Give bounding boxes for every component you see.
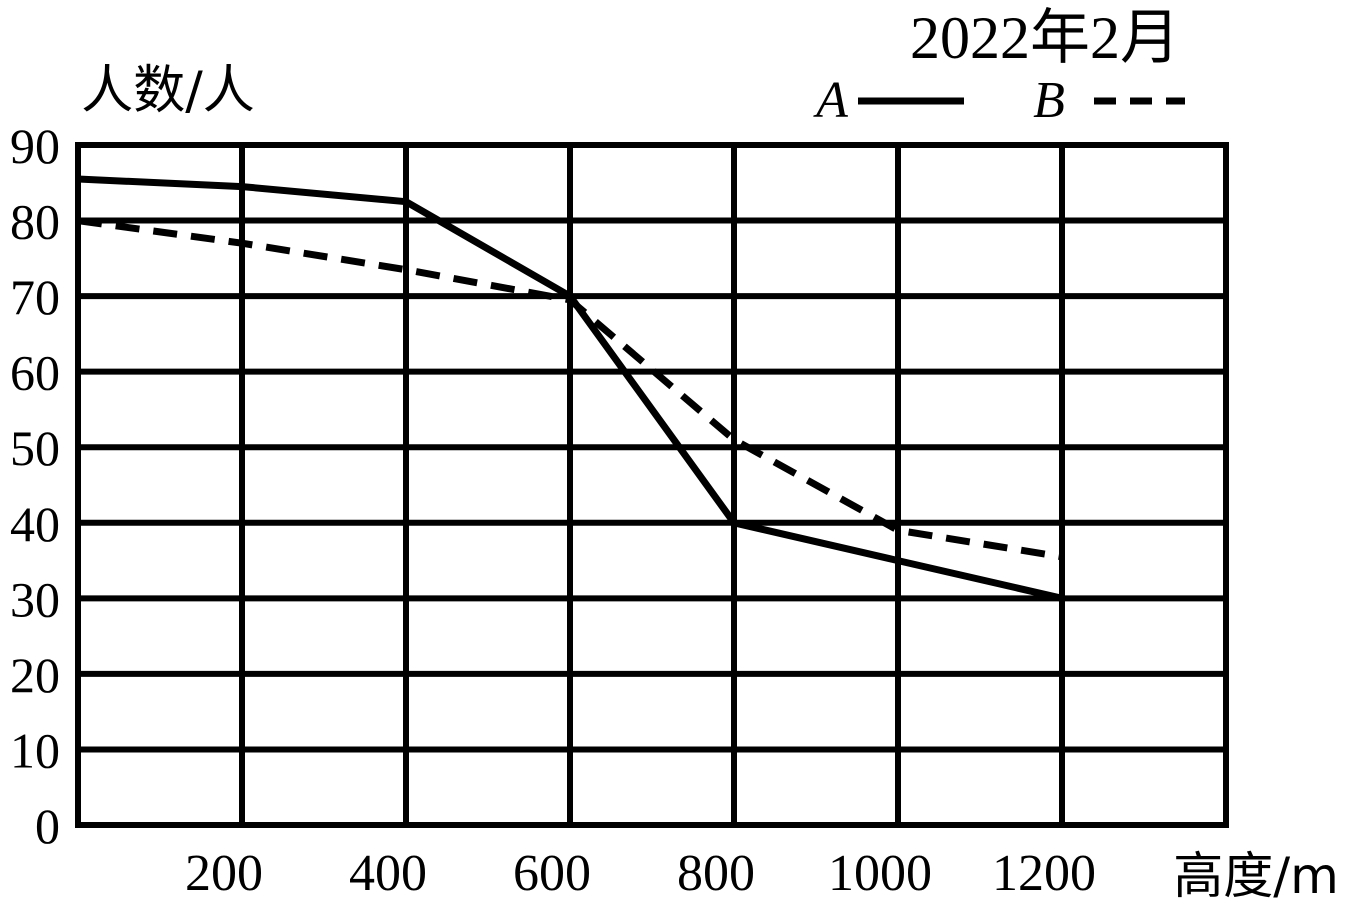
y-tick-label: 60 [10,345,60,401]
series-line-b [77,217,1063,561]
x-tick-label: 600 [513,845,591,902]
chart-title: 2022年2月 [910,5,1180,71]
x-tick-label: 400 [349,845,427,902]
legend-label-a: A [813,72,848,129]
series-line-a [77,175,1063,602]
tick-labels: 0 10 20 30 40 50 60 70 80 90 200 400 600 800 1000 1200 [10,118,1096,902]
plot-frame [75,142,1229,828]
x-tick-label: 200 [185,845,263,902]
grid [75,142,1229,828]
y-axis-label: 人数/人 [81,61,255,121]
x-tick-label: 800 [677,845,755,902]
y-tick-label: 70 [10,269,60,325]
y-tick-label: 30 [10,571,60,627]
y-tick-label: 90 [10,118,60,174]
series-layer [77,175,1063,602]
legend-label-b: B [1033,72,1065,129]
x-tick-label: 1000 [828,845,932,902]
y-tick-label: 10 [10,722,60,778]
y-tick-label: 50 [10,420,60,476]
y-tick-label: 0 [35,798,60,854]
y-tick-label: 80 [10,194,60,250]
legend: A B [813,72,1185,129]
x-axis-label: 高度/m [1173,847,1339,905]
y-tick-label: 20 [10,647,60,703]
y-tick-label: 40 [10,496,60,552]
x-tick-label: 1200 [992,845,1096,902]
